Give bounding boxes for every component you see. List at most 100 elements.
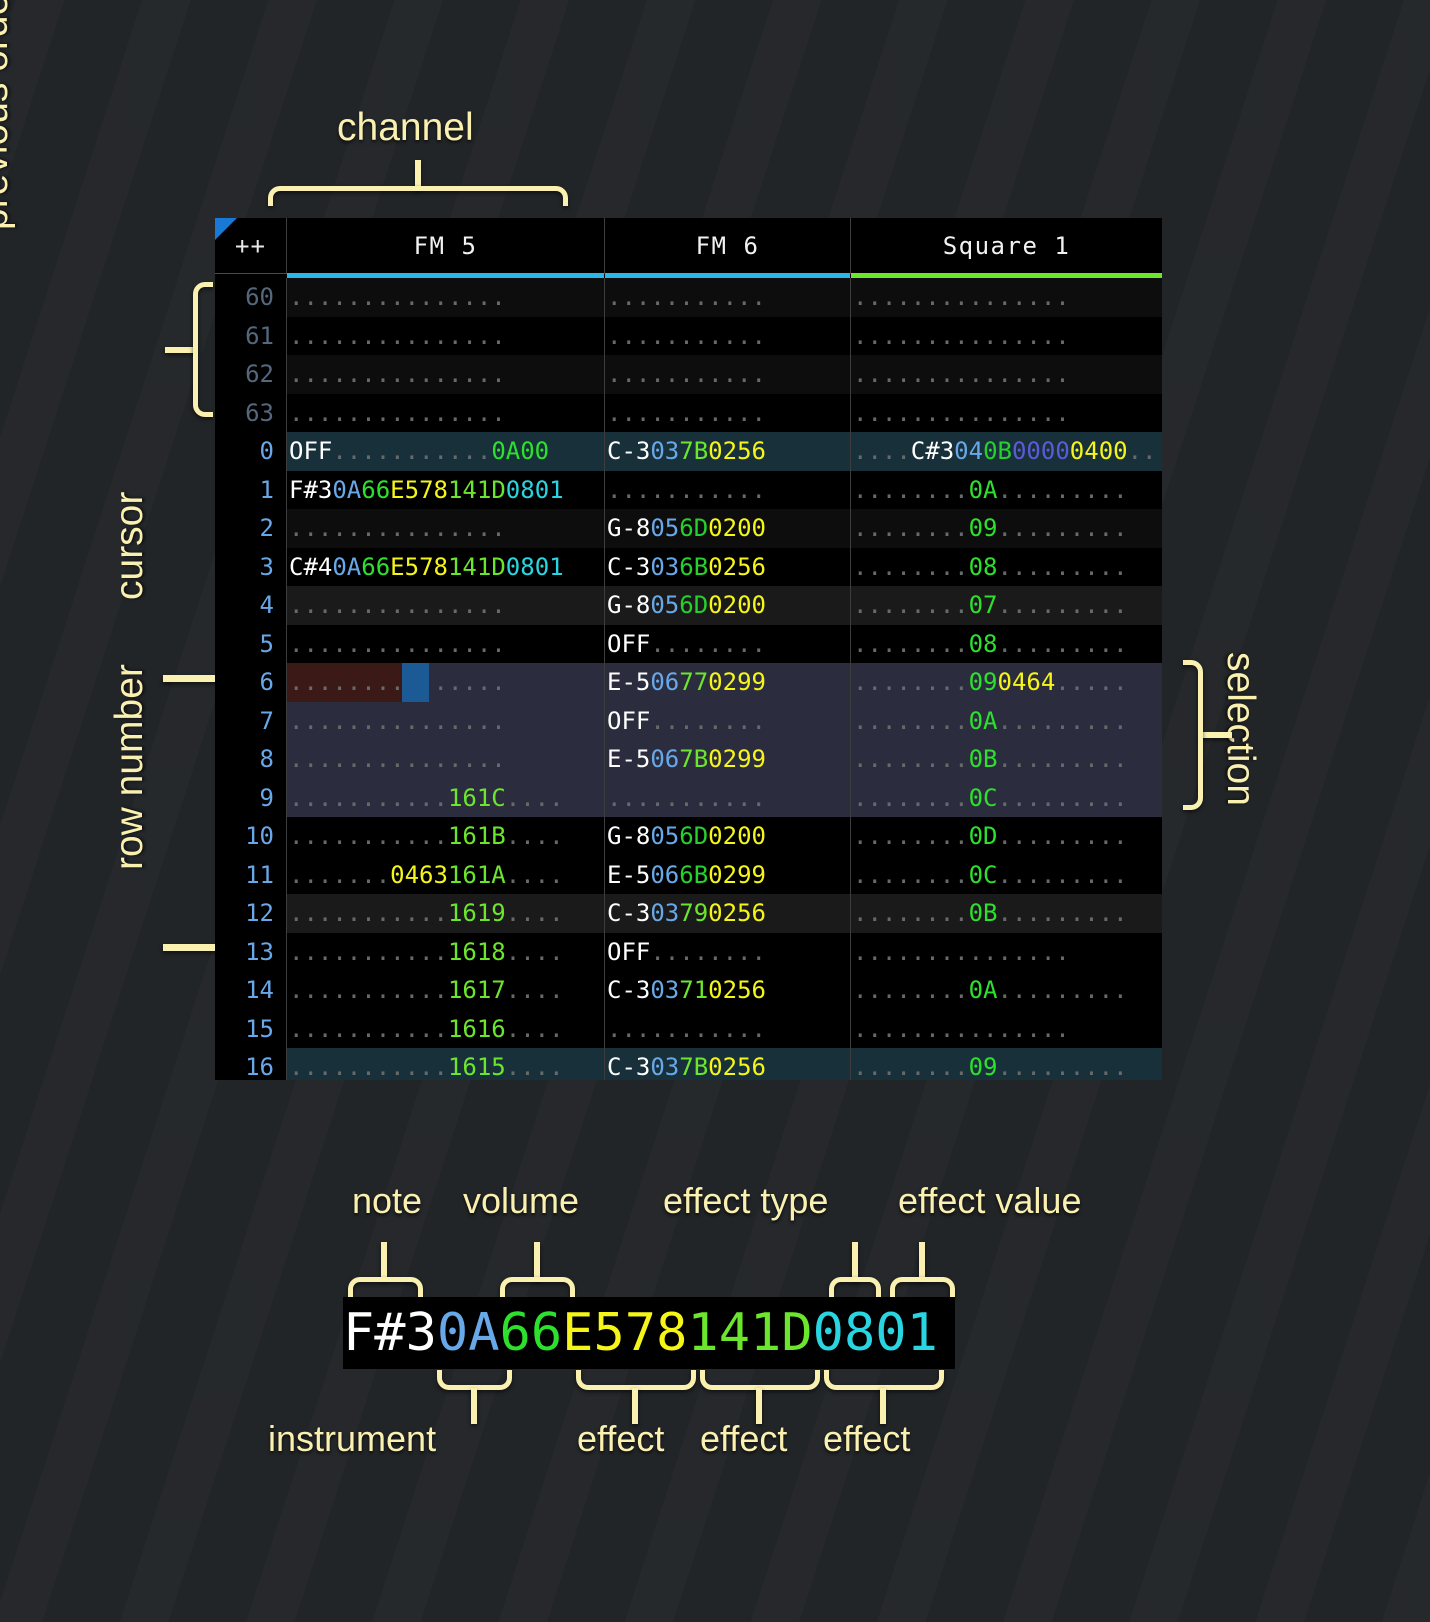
pattern-cell[interactable]: ...........1616....	[287, 1009, 605, 1048]
pattern-cell[interactable]: ...........	[605, 278, 851, 317]
pattern-cell[interactable]: ...........	[605, 1009, 851, 1048]
pattern-cell[interactable]: ...........1617....	[287, 971, 605, 1010]
pattern-row[interactable]: 6............... E-506770299 ........09046…	[215, 663, 1162, 702]
pattern-row[interactable]: 7............... OFF........ ........0A...…	[215, 701, 1162, 741]
pattern-cell[interactable]: ........0B.........	[851, 740, 1162, 779]
pattern-cell[interactable]: ...............	[851, 355, 1162, 394]
pattern-cell[interactable]: ........07.........	[851, 586, 1162, 625]
pattern-row[interactable]: 63......................................…	[215, 393, 1162, 433]
pattern-cell[interactable]: ...........	[605, 778, 851, 817]
pattern-cell[interactable]: OFF........	[605, 701, 851, 740]
cell-segment-dot: ...............	[289, 745, 506, 773]
pattern-row[interactable]: 62......................................…	[215, 355, 1162, 394]
pattern-cell[interactable]: ........090464.....	[851, 663, 1162, 702]
pattern-cell[interactable]: ...........	[605, 316, 851, 355]
channel-header-3[interactable]: Square 1	[851, 218, 1162, 278]
pattern-cell[interactable]: ...........1619....	[287, 894, 605, 933]
pattern-cell[interactable]: ...............	[287, 509, 605, 548]
pattern-row[interactable]: 3 C#40A66E578141D0801 C-3036B0256 ........0…	[215, 547, 1162, 587]
edit-cursor[interactable]	[402, 663, 429, 702]
pattern-cell[interactable]: ...............	[851, 394, 1162, 433]
pattern-cell[interactable]: ........0C.........	[851, 779, 1162, 818]
pattern-cell[interactable]: G-8056D0200	[605, 817, 851, 856]
pattern-cell[interactable]: C-3037B0256	[605, 1048, 851, 1080]
pattern-cell[interactable]: ...........	[605, 393, 851, 432]
pattern-row[interactable]: 60......................................…	[215, 278, 1162, 317]
pattern-row[interactable]: 2............... G-8056D0200 ........09...…	[215, 509, 1162, 548]
pattern-cell[interactable]: ....C#3040B00000400....	[851, 432, 1162, 471]
pattern-row[interactable]: 8............... E-5067B0299 ........0B...…	[215, 740, 1162, 779]
pattern-cell[interactable]: E-5066B0299	[605, 855, 851, 894]
pattern-cell[interactable]: ........09.........	[851, 1048, 1162, 1080]
pattern-cell[interactable]: G-8056D0200	[605, 586, 851, 625]
pattern-cell[interactable]: C-303790256	[605, 894, 851, 933]
pattern-editor-grid[interactable]: ++ FM 5 FM 6 Square 1 60..................…	[215, 218, 1162, 1080]
pattern-row[interactable]: 4............... G-8056D0200 ........07...…	[215, 586, 1162, 625]
cell-segment-dot: .........	[997, 706, 1128, 735]
pattern-cell[interactable]: ...............	[851, 317, 1162, 356]
pattern-row[interactable]: 16 ...........1615.... C-3037B0256........…	[215, 1048, 1162, 1080]
pattern-cell[interactable]: ...............	[287, 701, 605, 740]
pattern-cell[interactable]: ...........161C....	[287, 778, 605, 817]
pattern-cell[interactable]: ...............	[287, 316, 605, 355]
pattern-row[interactable]: 11 .......0463161A.... E-5066B0299........…	[215, 855, 1162, 895]
pattern-cell[interactable]: E-5067B0299	[605, 740, 851, 779]
pattern-cell[interactable]: ...............	[287, 393, 605, 432]
pattern-cell[interactable]: G-8056D0200	[605, 509, 851, 548]
pattern-row[interactable]: 1 F#30A66E578141D0801........... ........0…	[215, 470, 1162, 510]
pattern-cell[interactable]: ........0C.........	[851, 856, 1162, 895]
pattern-row[interactable]: 0 OFF...........0A00 C-3037B0256 ....C#3040…	[215, 432, 1162, 471]
cell-segment-fx-gr: 6D	[679, 591, 709, 619]
pattern-cell[interactable]: ...............	[287, 355, 605, 394]
cell-segment-dot: ...............	[289, 321, 506, 350]
pattern-cell[interactable]: ........08.........	[851, 548, 1162, 587]
row-cells: ............... OFF........ ........0A....…	[287, 701, 1162, 741]
pattern-cell[interactable]: ........0A.........	[851, 702, 1162, 741]
pattern-cell[interactable]: ........0D.........	[851, 817, 1162, 856]
channel-header-2[interactable]: FM 6	[605, 218, 851, 278]
pattern-cell[interactable]: .......0463161A....	[287, 855, 605, 894]
pattern-row[interactable]: 10 ...........161B.... G-8056D0200........…	[215, 817, 1162, 856]
pattern-row[interactable]: 12 ...........1619.... C-303790256........…	[215, 894, 1162, 933]
pattern-cell[interactable]: E-506770299	[605, 663, 851, 702]
header-row-number-column[interactable]: ++	[215, 218, 287, 274]
pattern-cell[interactable]: ...........1618....	[287, 932, 605, 971]
pattern-cell[interactable]: ...........161B....	[287, 817, 605, 856]
pattern-cell[interactable]: ........08.........	[851, 625, 1162, 664]
cell-segment-fx-g: 1618	[447, 937, 506, 966]
pattern-cell[interactable]: F#30A66E578141D0801	[287, 470, 605, 509]
pattern-cell[interactable]: ........0B.........	[851, 894, 1162, 933]
pattern-row[interactable]: 9 ...........161C............... ........0…	[215, 778, 1162, 818]
cell-segment-fx-g: 1D	[476, 475, 506, 504]
pattern-cell[interactable]: C-3037B0256	[605, 432, 851, 471]
pattern-cell[interactable]: ........0A.........	[851, 971, 1162, 1010]
pattern-cell[interactable]: OFF........	[605, 624, 851, 663]
pattern-cell[interactable]: ...........1615....	[287, 1048, 605, 1080]
pattern-cell[interactable]: ........09.........	[851, 509, 1162, 548]
pattern-cell[interactable]: ...............	[287, 740, 605, 779]
pattern-cell[interactable]: ...............	[851, 933, 1162, 972]
pattern-cell[interactable]: ........0A.........	[851, 471, 1162, 510]
pattern-cell[interactable]: ...............	[851, 1010, 1162, 1049]
pattern-row[interactable]: 15 ...........1616.......................…	[215, 1009, 1162, 1049]
pattern-cell[interactable]: ...........	[605, 470, 851, 509]
cell-segment-fx-y: 56	[737, 899, 766, 927]
channel-header-1[interactable]: FM 5	[287, 218, 605, 278]
row-background	[287, 1009, 1162, 1048]
pattern-cell[interactable]: OFF...........0A00	[287, 432, 605, 471]
pattern-cell[interactable]: ...........	[605, 355, 851, 394]
pattern-cell[interactable]: ...............	[287, 586, 605, 625]
pattern-cell[interactable]: C-3036B0256	[605, 547, 851, 586]
pattern-cell[interactable]: C-303710256	[605, 971, 851, 1010]
pattern-cell[interactable]: ...............	[287, 663, 605, 702]
order-marker-icon	[215, 218, 237, 240]
pattern-row[interactable]: 14 ...........1617.... C-303710256........…	[215, 971, 1162, 1010]
pattern-cell[interactable]: ...............	[287, 278, 605, 317]
pattern-cell[interactable]: ...............	[287, 624, 605, 663]
pattern-row[interactable]: 61......................................…	[215, 316, 1162, 356]
pattern-cell[interactable]: ...............	[851, 278, 1162, 317]
pattern-row[interactable]: 5............... OFF........ ........08...…	[215, 624, 1162, 664]
pattern-row[interactable]: 13 ...........1618.... OFF................…	[215, 932, 1162, 972]
pattern-cell[interactable]: OFF........	[605, 932, 851, 971]
pattern-cell[interactable]: C#40A66E578141D0801	[287, 547, 605, 586]
